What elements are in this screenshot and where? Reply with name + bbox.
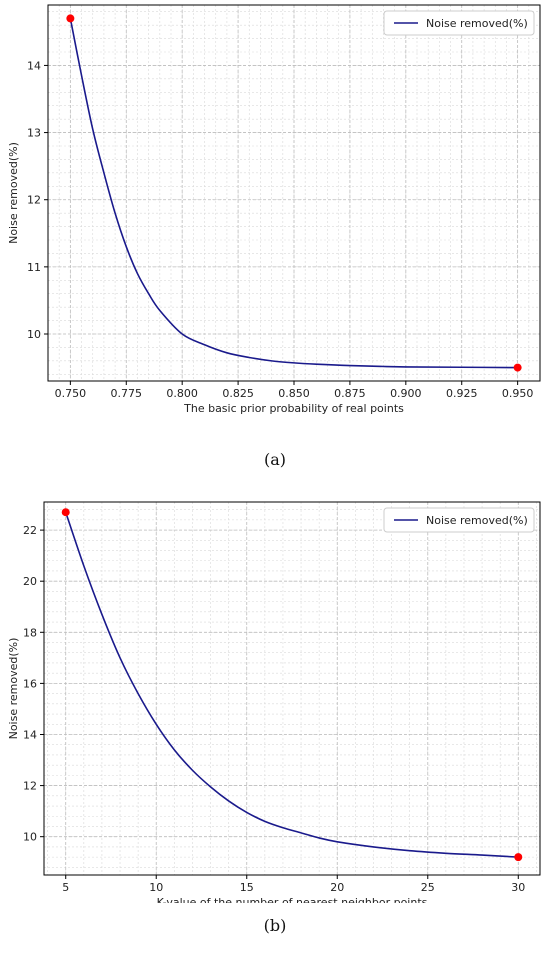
x-tick-label: 25	[421, 881, 435, 894]
x-tick-label: 0.800	[166, 387, 198, 400]
legend: Noise removed(%)	[383, 507, 535, 533]
figure-a: 0.750 0.775 0.800 0.825 0.850 0.875 0.900 0.925…	[7, 4, 541, 469]
x-tick-label: 0.825	[222, 387, 254, 400]
x-axis-label: The basic prior probability of real poin…	[183, 402, 404, 415]
series-line-noise-removed	[69, 18, 518, 369]
x-tick-label: 0.900	[390, 387, 422, 400]
x-tick-label: 10	[149, 881, 163, 894]
y-tick-label: 11	[27, 261, 41, 274]
major-grid	[48, 5, 540, 381]
x-axis-label: K-value of the number of nearest neighbo…	[157, 896, 428, 903]
endpoint-marker	[513, 363, 522, 372]
x-tick-label: 0.925	[446, 387, 478, 400]
y-tick-label: 12	[27, 194, 41, 207]
legend-box	[383, 10, 535, 36]
caption-a: (a)	[263, 450, 287, 469]
x-tick-label: 15	[240, 881, 254, 894]
legend-label: Noise removed(%)	[426, 17, 528, 30]
y-tick-label: 10	[23, 831, 37, 844]
x-tick-label: 30	[511, 881, 525, 894]
y-tick-label: 10	[27, 328, 41, 341]
x-tick-label: 0.775	[111, 387, 143, 400]
y-axis-label: Noise removed(%)	[7, 638, 20, 740]
endpoint-marker	[514, 853, 523, 862]
plot-frame	[43, 501, 541, 876]
endpoint-marker	[66, 14, 75, 23]
y-tick-label: 12	[23, 780, 37, 793]
x-tick-label: 0.850	[278, 387, 310, 400]
y-axis-label: Noise removed(%)	[7, 142, 20, 244]
legend: Noise removed(%)	[383, 10, 535, 36]
x-tick-label: 0.875	[334, 387, 366, 400]
y-tick-label: 18	[23, 626, 37, 639]
x-tick-label: 0.750	[55, 387, 87, 400]
y-tick-label: 20	[23, 575, 37, 588]
y-tick-label: 16	[23, 677, 37, 690]
y-tick-label: 14	[27, 59, 41, 72]
y-tick-label: 22	[23, 524, 37, 537]
legend-label: Noise removed(%)	[426, 514, 528, 527]
y-tick-label: 13	[27, 127, 41, 140]
minor-grid	[44, 502, 540, 875]
x-tick-label: 20	[330, 881, 344, 894]
x-tick-label: 5	[62, 881, 69, 894]
x-tick-label: 0.950	[502, 387, 534, 400]
y-tick-label: 14	[23, 728, 37, 741]
caption-b: (b)	[263, 916, 287, 935]
figure-b: 5 10 15 20 25 30 10 12 14 16 18 20 22 K-value of the …	[0, 483, 550, 966]
series-line-noise-removed	[64, 511, 519, 858]
chart-b: 5 10 15 20 25 30 10 12 14 16 18 20 22 K-value of the …	[7, 501, 541, 903]
legend-box	[383, 507, 535, 533]
chart-a: 0.750 0.775 0.800 0.825 0.850 0.875 0.900 0.925…	[7, 4, 541, 415]
endpoint-marker	[61, 508, 70, 517]
major-grid	[44, 502, 540, 875]
